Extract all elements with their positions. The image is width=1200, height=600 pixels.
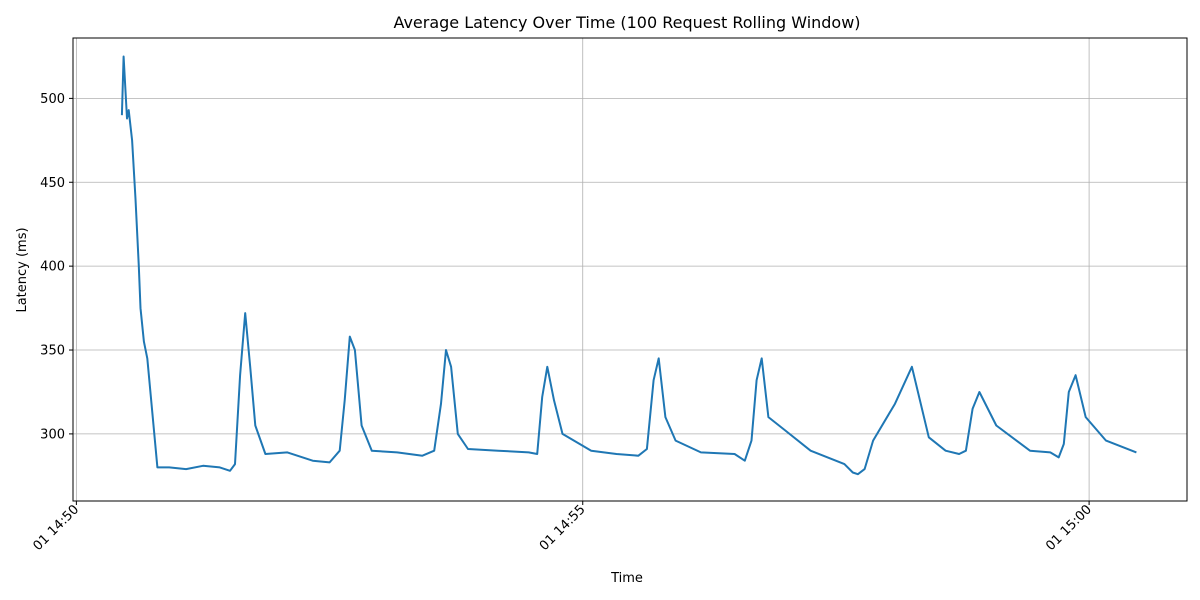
axis-ticks: 300 350 400 450 500 01 14:50 01 14:55 01 15:00 (30, 92, 1094, 554)
latency-series-line (120, 55, 1137, 476)
chart-title: Average Latency Over Time (100 Request R… (393, 13, 860, 32)
x-tick-label: 01 14:50 (30, 502, 82, 554)
y-tick-label: 400 (40, 260, 65, 275)
y-tick-label: 500 (40, 92, 65, 107)
x-axis-label: Time (610, 571, 643, 586)
plot-area-frame (72, 37, 1188, 502)
y-tick-label: 450 (40, 176, 65, 191)
y-tick-label: 350 (40, 344, 65, 359)
y-axis-label: Latency (ms) (15, 227, 30, 312)
x-tick-label: 01 14:55 (537, 502, 589, 554)
gridlines (73, 38, 1187, 501)
y-tick-label: 300 (40, 427, 65, 442)
x-tick-label: 01 15:00 (1043, 502, 1095, 554)
